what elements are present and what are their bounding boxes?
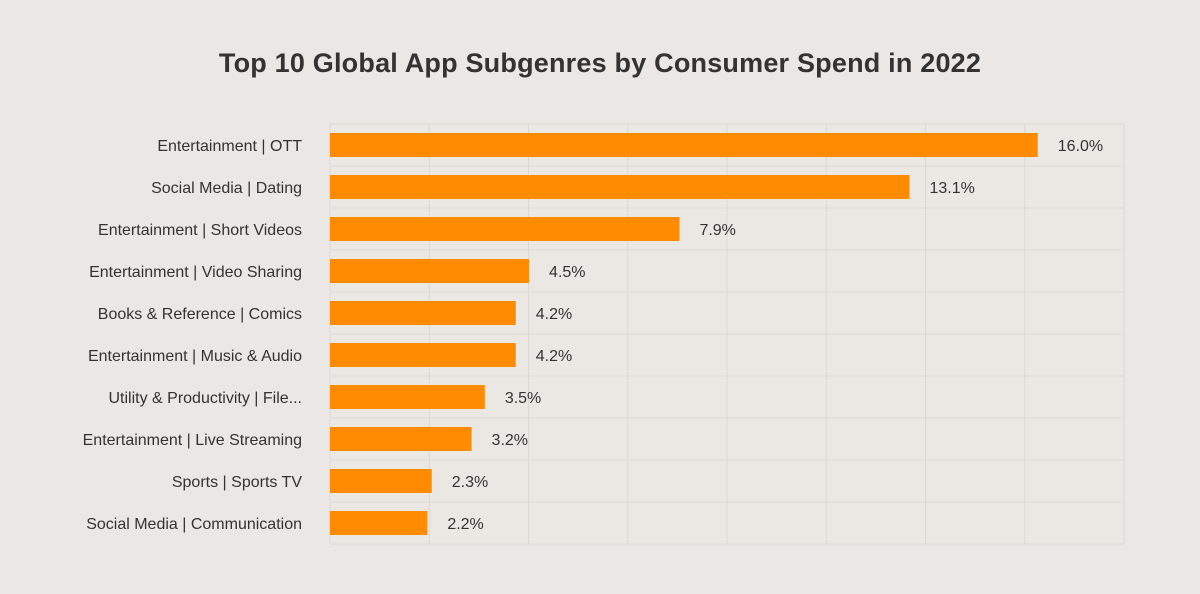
bar xyxy=(330,427,472,451)
value-label: 4.5% xyxy=(549,264,585,281)
chart-title: Top 10 Global App Subgenres by Consumer … xyxy=(218,48,982,78)
category-label: Social Media | Dating xyxy=(151,180,302,197)
category-label: Sports | Sports TV xyxy=(172,474,302,491)
value-label: 2.2% xyxy=(447,516,483,533)
bar xyxy=(330,343,516,367)
bar xyxy=(330,469,432,493)
category-label: Entertainment | Short Videos xyxy=(98,222,302,239)
bar xyxy=(330,259,530,283)
value-label: 4.2% xyxy=(536,348,572,365)
bar xyxy=(330,385,485,409)
bar xyxy=(330,301,516,325)
value-label: 2.3% xyxy=(452,474,488,491)
category-label: Entertainment | OTT xyxy=(157,138,302,155)
value-label: 7.9% xyxy=(699,222,735,239)
bar xyxy=(330,217,680,241)
category-label: Entertainment | Live Streaming xyxy=(83,432,302,449)
labels: Entertainment | OTT 16.0% Social Media | D… xyxy=(83,138,1103,533)
category-label: Books & Reference | Comics xyxy=(98,306,302,323)
bar xyxy=(330,133,1038,157)
category-label: Entertainment | Music & Audio xyxy=(88,348,302,365)
value-label: 3.2% xyxy=(492,432,528,449)
bar xyxy=(330,175,910,199)
bar xyxy=(330,511,428,535)
value-label: 3.5% xyxy=(505,390,541,407)
value-label: 16.0% xyxy=(1058,138,1103,155)
category-label: Entertainment | Video Sharing xyxy=(89,264,302,281)
value-label: 4.2% xyxy=(536,306,572,323)
category-label: Utility & Productivity | File... xyxy=(108,390,302,407)
value-label: 13.1% xyxy=(929,180,974,197)
bars xyxy=(330,133,1038,535)
category-label: Social Media | Communication xyxy=(86,516,302,533)
